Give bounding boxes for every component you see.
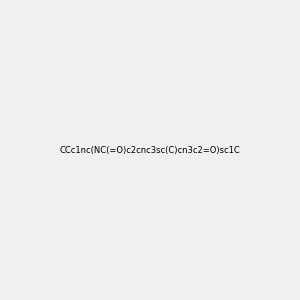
Text: CCc1nc(NC(=O)c2cnc3sc(C)cn3c2=O)sc1C: CCc1nc(NC(=O)c2cnc3sc(C)cn3c2=O)sc1C	[60, 146, 240, 154]
